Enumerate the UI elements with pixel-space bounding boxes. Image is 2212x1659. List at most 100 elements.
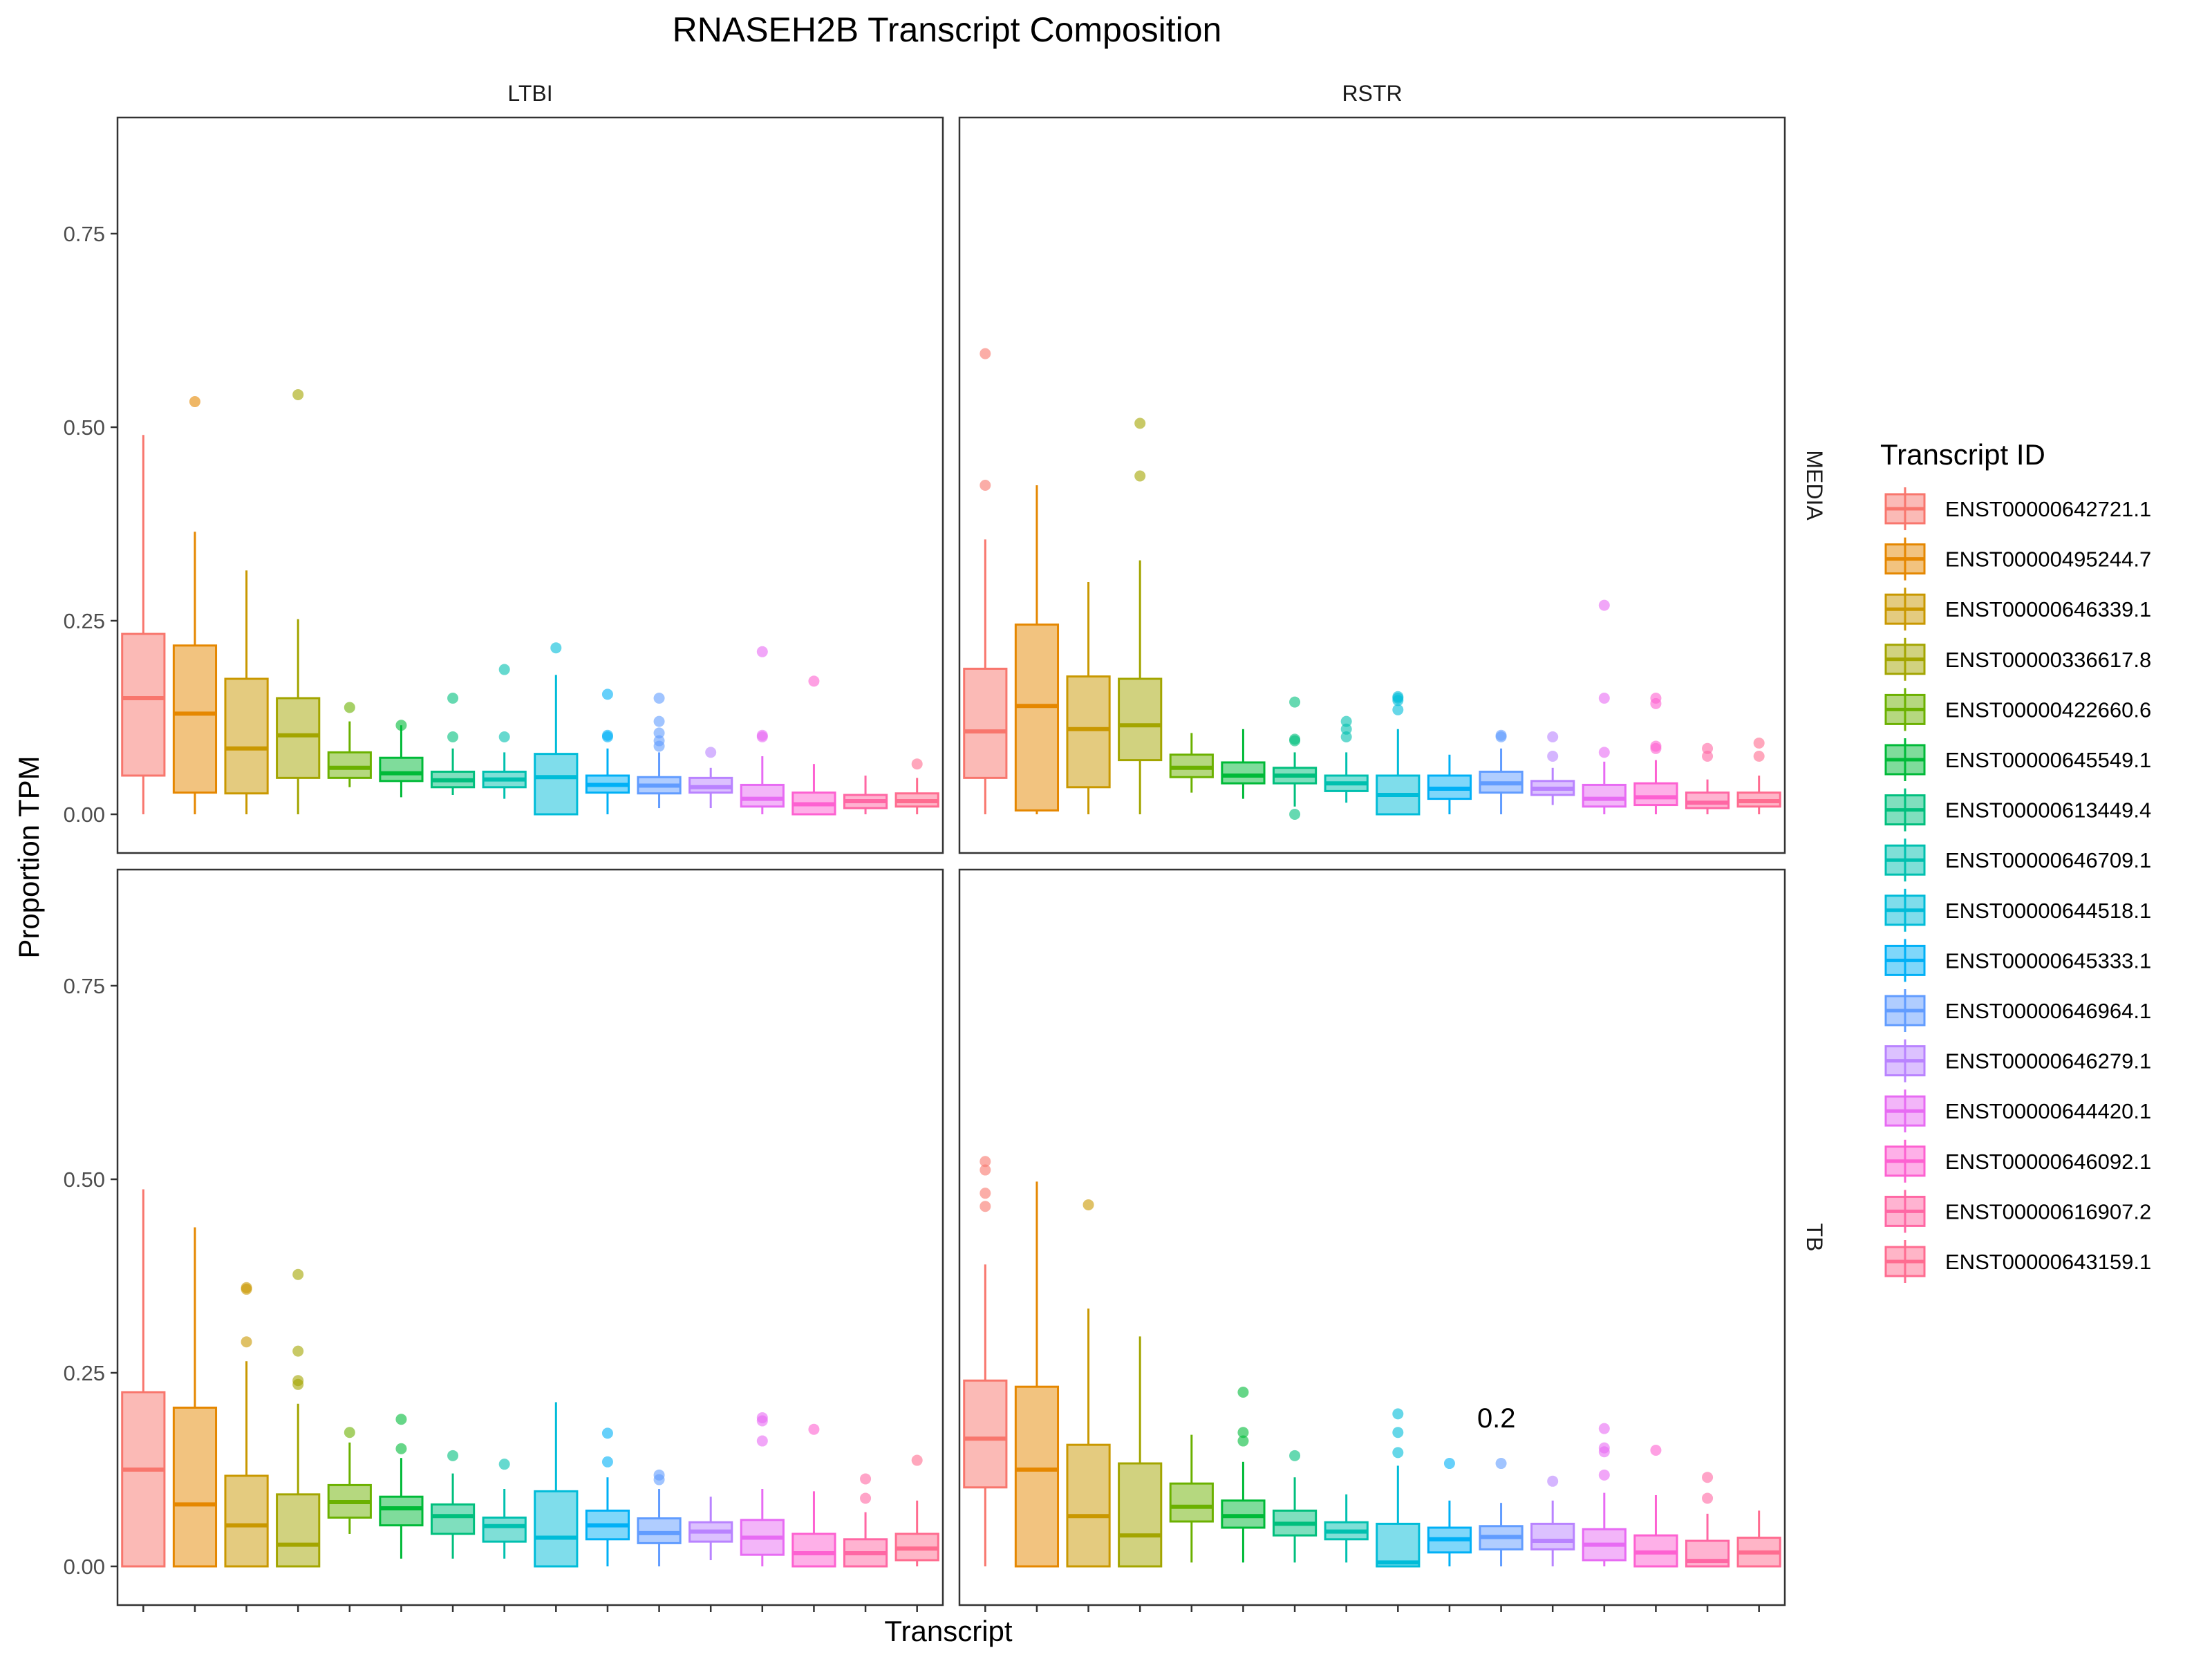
outlier-point (1650, 740, 1662, 752)
outlier-point (980, 1188, 991, 1199)
legend-item: ENST00000646092.1 (1884, 1139, 2151, 1183)
box-ENST00000643159.1 (1736, 1510, 1781, 1568)
outlier-point (1289, 809, 1301, 820)
box-ENST00000642721.1 (121, 435, 166, 814)
outlier-point (1753, 737, 1765, 749)
box-ENST00000642721.1 (963, 1156, 1008, 1566)
outlier-point (447, 1450, 459, 1461)
legend-label: ENST00000643159.1 (1945, 1250, 2151, 1274)
outlier-point (1547, 751, 1559, 762)
outlier-point (808, 1423, 820, 1435)
box-ENST00000646964.1 (1479, 1458, 1524, 1566)
panel-border (116, 116, 944, 854)
box-ENST00000646709.1 (482, 1459, 527, 1559)
legend-item: ENST00000646709.1 (1884, 838, 2151, 882)
outlier-point (756, 729, 768, 741)
y-tick-label: 0.75 (64, 974, 105, 998)
outlier-point (980, 1156, 991, 1168)
box-ENST00000644420.1 (740, 646, 785, 814)
y-tick-label: 0.00 (64, 1555, 105, 1579)
outlier-point (1598, 1442, 1610, 1454)
box-ENST00000422660.6 (1169, 1434, 1214, 1563)
outlier-point (653, 1469, 665, 1481)
outlier-point (1392, 1408, 1404, 1420)
outlier-point (1598, 747, 1610, 758)
box-ENST00000646279.1 (1530, 731, 1575, 805)
box-iqr (1066, 675, 1111, 789)
box-ENST00000616907.2 (843, 776, 888, 814)
outlier-point (808, 675, 820, 687)
box-ENST00000646092.1 (1633, 1445, 1678, 1568)
outlier-point (601, 688, 613, 700)
panel-border (958, 868, 1786, 1606)
box-ENST00000646964.1 (637, 1469, 682, 1566)
box-iqr (1376, 1522, 1421, 1568)
box-iqr (379, 1495, 424, 1527)
y-tick-label: 0.25 (64, 1361, 105, 1385)
outlier-point (911, 1454, 923, 1466)
box-ENST00000645333.1 (1427, 1458, 1472, 1566)
box-ENST00000646709.1 (1324, 1494, 1369, 1563)
box-iqr (1014, 624, 1060, 812)
box-ENST00000643159.1 (894, 1454, 939, 1566)
box-ENST00000646339.1 (1066, 582, 1111, 814)
box-ENST00000495244.7 (1014, 485, 1060, 814)
legend-item: ENST00000336617.8 (1884, 637, 2151, 681)
outlier-point (1650, 693, 1662, 704)
box-ENST00000646279.1 (1530, 1475, 1575, 1566)
y-tick-label: 0.50 (64, 415, 105, 440)
outlier-point (601, 1456, 613, 1468)
box-ENST00000644420.1 (1582, 1423, 1627, 1566)
box-ENST00000616907.2 (1685, 742, 1730, 814)
box-ENST00000646092.1 (791, 1423, 836, 1568)
box-ENST00000336617.8 (1118, 1336, 1163, 1568)
box-ENST00000646092.1 (1633, 693, 1678, 814)
outlier-point (980, 348, 991, 359)
box-ENST00000646279.1 (688, 747, 733, 809)
outlier-point (756, 646, 768, 657)
box-ENST00000646709.1 (1324, 715, 1369, 803)
legend-item: ENST00000495244.7 (1884, 537, 2151, 581)
box-ENST00000646964.1 (637, 693, 682, 809)
legend-label: ENST00000646092.1 (1945, 1150, 2151, 1174)
outlier-point (1082, 1199, 1094, 1210)
box-ENST00000645333.1 (585, 1427, 630, 1566)
outlier-point (756, 1412, 768, 1423)
outlier-point (653, 735, 665, 747)
outlier-point (1237, 1427, 1249, 1438)
outlier-point (860, 1492, 872, 1504)
facet-strip-media: MEDIA (1802, 450, 1827, 521)
outlier-point (1443, 1458, 1455, 1470)
outlier-point (1598, 1469, 1610, 1481)
legend-label: ENST00000644518.1 (1945, 899, 2151, 923)
box-iqr (1685, 791, 1730, 809)
box-iqr (430, 1503, 476, 1535)
outlier-point (292, 1268, 304, 1280)
legend-item: ENST00000643159.1 (1884, 1240, 2151, 1283)
box-ENST00000422660.6 (327, 1427, 372, 1534)
outlier-point (860, 1473, 872, 1485)
facet-strip-tb: TB (1802, 1224, 1827, 1252)
box-iqr (534, 1490, 579, 1568)
outlier-point (1340, 731, 1352, 742)
box-ENST00000642721.1 (121, 1189, 166, 1568)
outlier-point (1237, 1435, 1249, 1447)
outlier-point (395, 1414, 407, 1425)
box-ENST00000646339.1 (224, 1282, 269, 1568)
outlier-point (1392, 1447, 1404, 1459)
box-ENST00000613449.4 (430, 693, 476, 795)
box-ENST00000613449.4 (430, 1450, 476, 1559)
outlier-point (1289, 696, 1301, 708)
box-ENST00000644518.1 (534, 1402, 579, 1568)
box-iqr (1014, 1385, 1060, 1568)
outlier-point (395, 720, 407, 731)
box-ENST00000643159.1 (1736, 737, 1781, 814)
legend-title: Transcript ID (1880, 438, 2045, 471)
outlier-point (1134, 470, 1146, 482)
box-iqr (172, 1406, 218, 1568)
outlier-point (980, 1201, 991, 1212)
legend-item: ENST00000613449.4 (1884, 788, 2151, 832)
box-iqr (963, 1379, 1008, 1489)
legend-label: ENST00000495244.7 (1945, 547, 2151, 572)
box-iqr (1118, 1462, 1163, 1568)
